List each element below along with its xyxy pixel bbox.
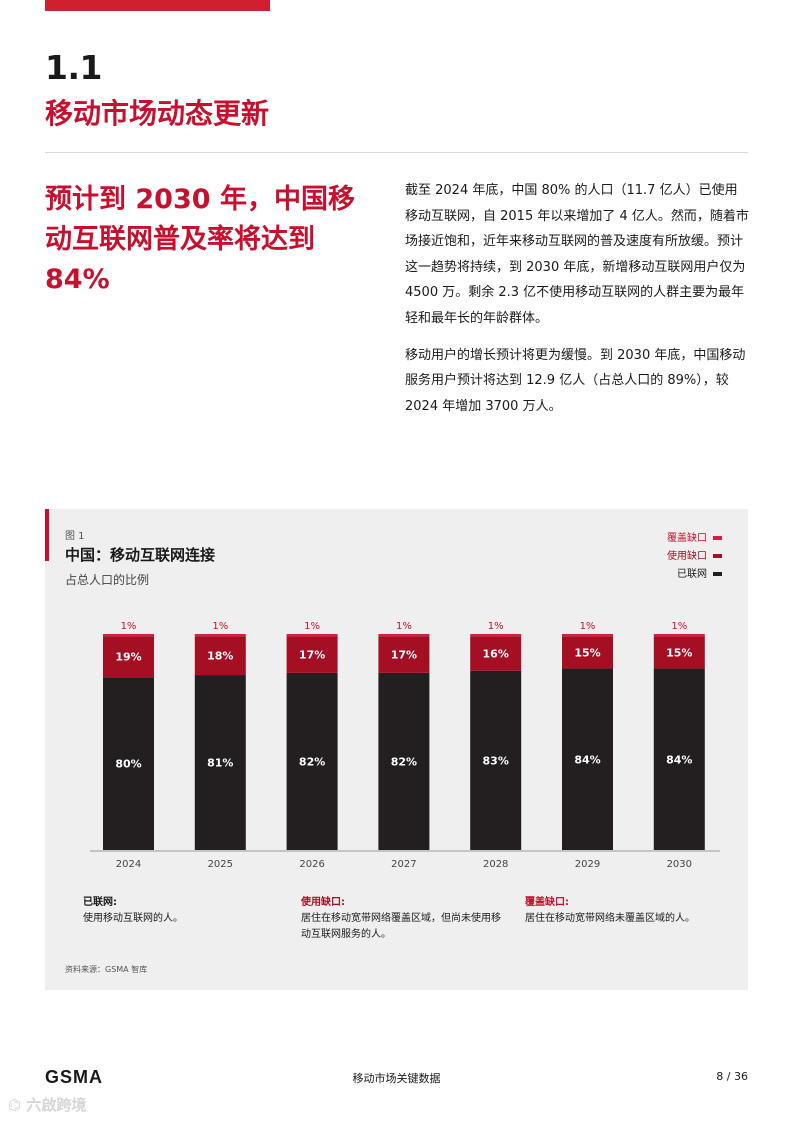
bar-segment (103, 677, 154, 850)
definition-connected: 已联网: 使用移动互联网的人。 (83, 895, 283, 927)
bar-segment (470, 634, 522, 637)
figure-source: 资料来源：GSMA 智库 (65, 965, 148, 974)
section-title: 移动市场动态更新 (45, 97, 270, 130)
definition-heading: 使用缺口: (301, 897, 345, 908)
data-label: 80% (115, 758, 141, 771)
chart-legend: 覆盖缺口 使用缺口 已联网 (667, 530, 722, 584)
bar-segment (194, 636, 246, 676)
legend-label: 使用缺口 (667, 551, 707, 562)
headline: 预计到 2030 年，中国移动互联网普及率将达到 84% (45, 184, 355, 295)
definition-heading: 覆盖缺口: (525, 897, 569, 908)
data-label: 83% (483, 754, 509, 767)
figure-accent-bar (45, 509, 49, 561)
definition-text: 居住在移动宽带网络覆盖区域，但尚未使用移动互联网服务的人。 (301, 913, 501, 940)
definition-heading: 已联网: (83, 897, 117, 908)
legend-swatch (713, 572, 722, 576)
data-label: 16% (483, 647, 509, 660)
figure-title: 中国：移动互联网连接 (65, 546, 216, 564)
legend-item-connected: 已联网 (667, 566, 722, 584)
body-paragraph-1: 截至 2024 年底，中国 80% 的人口（11.7 亿人）已使用移动互联网，自… (405, 183, 749, 326)
data-label: 1% (488, 621, 504, 632)
data-label: 81% (207, 757, 233, 770)
bar-segment (378, 672, 430, 850)
x-tick-label: 2025 (208, 859, 233, 869)
x-tick-label: 2030 (667, 859, 692, 869)
divider (45, 152, 748, 153)
data-label: 1% (304, 621, 320, 632)
bar-segment (653, 634, 705, 637)
data-label: 15% (574, 646, 600, 659)
definition-text: 使用移动互联网的人。 (83, 913, 183, 924)
bar-segment (470, 670, 522, 850)
legend-item-usage-gap: 使用缺口 (667, 548, 722, 566)
bar-segment (653, 636, 705, 669)
x-tick-label: 2027 (391, 859, 416, 869)
bar-segment (286, 634, 338, 637)
data-label: 1% (580, 621, 596, 632)
x-tick-label: 2026 (299, 859, 324, 869)
bar-segment (378, 636, 430, 673)
data-label: 17% (391, 649, 417, 662)
legend-swatch (713, 536, 722, 540)
x-tick-label: 2024 (116, 859, 141, 869)
data-label: 82% (299, 755, 325, 768)
body-paragraph-2: 移动用户的增长预计将更为缓慢。到 2030 年底，中国移动服务用户预计将达到 1… (405, 347, 746, 414)
data-label: 17% (299, 649, 325, 662)
x-tick-label: 2028 (483, 859, 508, 869)
data-label: 19% (115, 651, 141, 664)
bar-segment (194, 634, 246, 637)
data-label: 1% (121, 621, 137, 632)
body-text: 截至 2024 年底，中国 80% 的人口（11.7 亿人）已使用移动互联网，自… (405, 178, 750, 430)
footer-title: 移动市场关键数据 (352, 1072, 441, 1085)
section-number: 1.1 (45, 48, 102, 87)
top-accent-bar (45, 0, 270, 11)
bar-segment (562, 634, 613, 637)
data-label: 1% (671, 621, 687, 632)
data-label: 1% (396, 621, 412, 632)
bar-segment (653, 668, 705, 850)
definition-coverage-gap: 覆盖缺口: 居住在移动宽带网络未覆盖区域的人。 (525, 895, 725, 927)
legend-item-coverage-gap: 覆盖缺口 (667, 530, 722, 548)
data-label: 15% (666, 646, 692, 659)
bar-segment (286, 636, 338, 673)
legend-label: 已联网 (677, 569, 707, 580)
bar-segment (562, 668, 613, 850)
data-label: 18% (207, 650, 233, 663)
data-label: 1% (212, 621, 228, 632)
figure-label: 图 1 (65, 531, 85, 542)
bar-segment (103, 636, 154, 678)
legend-swatch (713, 554, 722, 558)
data-label: 84% (574, 753, 600, 766)
page-number: 8 / 36 (716, 1070, 748, 1083)
bar-segment (378, 634, 430, 637)
bar-segment (286, 672, 338, 850)
stacked-bar-chart: 80% 19% 1% 2024 81% 18% 1% 2025 82% 17% 1% 2026 82% 1… (90, 621, 720, 869)
figure-panel: 图 1 中国：移动互联网连接 占总人口的比例 覆盖缺口 使用缺口 已联网 80%… (45, 509, 748, 990)
gsma-logo: GSMA (45, 1067, 103, 1087)
data-label: 84% (666, 753, 692, 766)
watermark-text: 六啟跨境 (26, 1096, 87, 1114)
bar-segment (103, 634, 154, 637)
bar-segment (470, 636, 522, 671)
bar-segment (194, 675, 246, 850)
watermark-logo: ⌬ 六啟跨境 (8, 1096, 87, 1114)
definition-usage-gap: 使用缺口: 居住在移动宽带网络覆盖区域，但尚未使用移动互联网服务的人。 (301, 895, 501, 943)
legend-label: 覆盖缺口 (667, 533, 707, 544)
bar-segment (562, 636, 613, 669)
x-tick-label: 2029 (575, 859, 600, 869)
data-label: 82% (391, 755, 417, 768)
definition-text: 居住在移动宽带网络未覆盖区域的人。 (525, 913, 695, 924)
figure-subtitle: 占总人口的比例 (65, 573, 150, 587)
